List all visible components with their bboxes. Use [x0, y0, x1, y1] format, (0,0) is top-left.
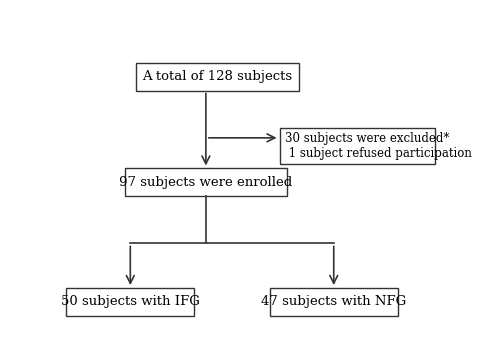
Text: 97 subjects were enrolled: 97 subjects were enrolled — [120, 176, 292, 189]
Text: 47 subjects with NFG: 47 subjects with NFG — [261, 295, 406, 308]
Bar — [270, 288, 398, 316]
Text: 50 subjects with IFG: 50 subjects with IFG — [61, 295, 200, 308]
Bar — [66, 288, 194, 316]
Bar — [136, 63, 299, 91]
Bar — [280, 128, 434, 164]
Text: A total of 128 subjects: A total of 128 subjects — [142, 70, 292, 83]
Bar — [124, 168, 287, 196]
Text: 30 subjects were excluded*
 1 subject refused participation: 30 subjects were excluded* 1 subject ref… — [286, 132, 472, 160]
